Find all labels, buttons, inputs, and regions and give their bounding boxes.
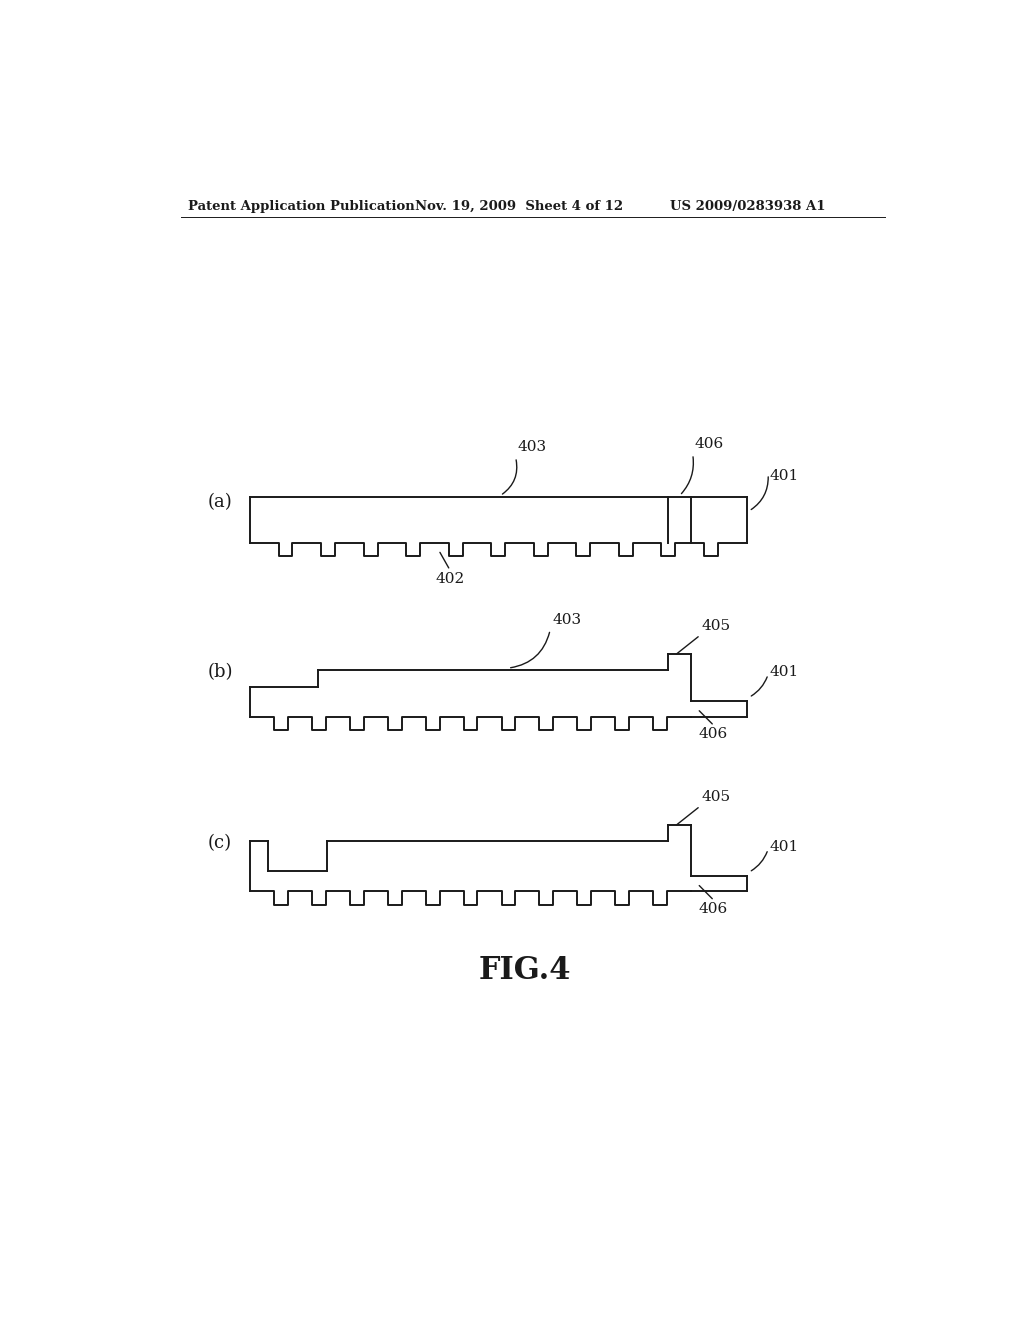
Text: 405: 405 — [701, 619, 731, 632]
Text: US 2009/0283938 A1: US 2009/0283938 A1 — [670, 199, 825, 213]
Text: 406: 406 — [698, 727, 728, 742]
Text: 403: 403 — [553, 612, 582, 627]
Text: 401: 401 — [770, 665, 799, 678]
Text: 402: 402 — [435, 572, 465, 586]
Text: Nov. 19, 2009  Sheet 4 of 12: Nov. 19, 2009 Sheet 4 of 12 — [416, 199, 624, 213]
Text: (b): (b) — [208, 664, 233, 681]
Text: FIG.4: FIG.4 — [478, 956, 571, 986]
Text: Patent Application Publication: Patent Application Publication — [188, 199, 415, 213]
Text: 401: 401 — [770, 840, 799, 854]
Text: 405: 405 — [701, 789, 731, 804]
Text: 403: 403 — [517, 440, 546, 454]
Text: 406: 406 — [698, 903, 728, 916]
Text: 406: 406 — [694, 437, 723, 451]
Text: 401: 401 — [770, 469, 799, 483]
Text: (a): (a) — [208, 492, 232, 511]
Text: (c): (c) — [208, 834, 231, 853]
